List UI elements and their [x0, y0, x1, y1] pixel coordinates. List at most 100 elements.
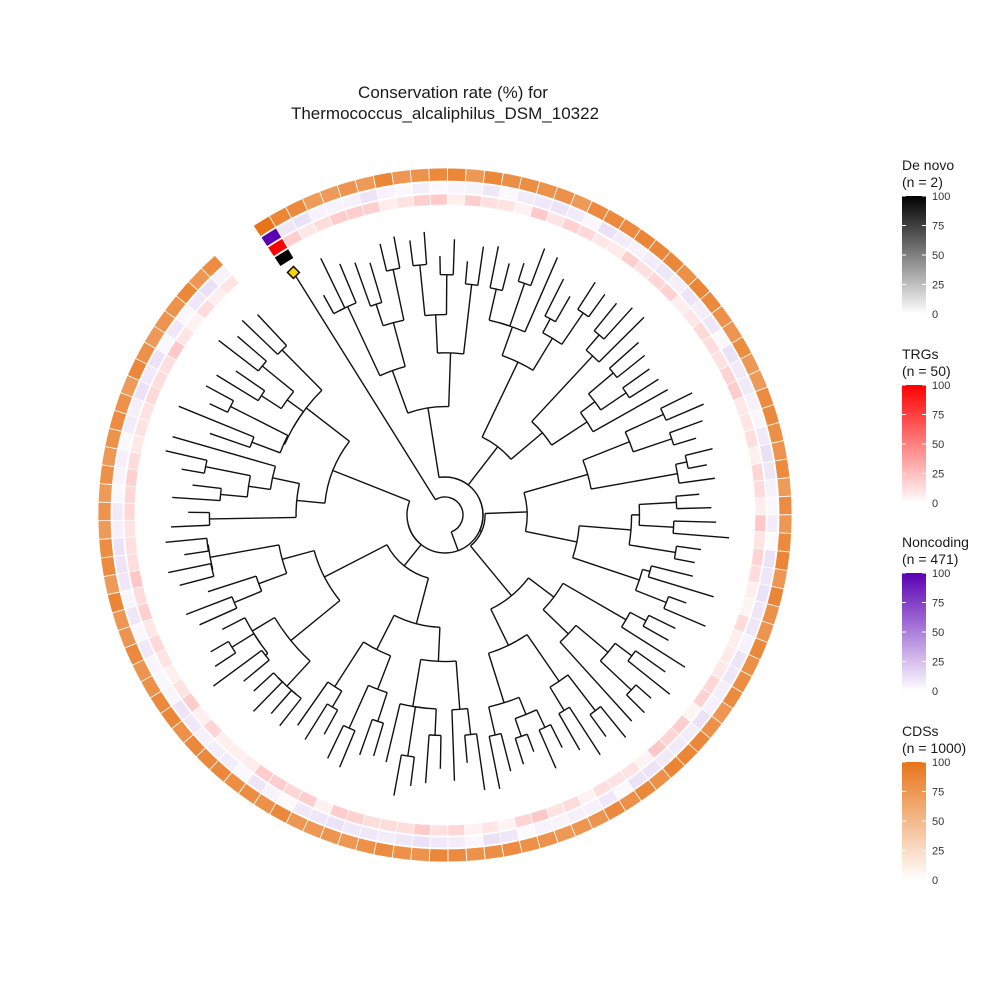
tree-branch — [559, 641, 633, 722]
heatmap-cell-noncoding — [411, 834, 431, 849]
tree-branch — [464, 261, 469, 284]
tree-branch — [172, 496, 221, 502]
tree-branch — [322, 294, 335, 314]
tree-branch — [209, 544, 280, 558]
heatmap-cell-de_novo — [446, 205, 465, 218]
heatmap-cell-de_novo — [447, 811, 465, 825]
tree-branch — [592, 389, 669, 433]
tree-branch — [642, 568, 651, 573]
heatmap-cell-trgs — [752, 479, 766, 499]
tree-branch — [551, 421, 588, 446]
tree-branch — [635, 589, 667, 604]
tree-branch — [261, 365, 295, 393]
heatmap-cell-cds — [774, 458, 791, 480]
tree-branch — [467, 446, 499, 486]
tree-branch — [168, 563, 211, 574]
tree-branch — [629, 544, 676, 554]
tree-branch — [423, 231, 428, 265]
tree-branch — [376, 614, 395, 650]
heatmap-cell-de_novo — [479, 808, 498, 823]
heatmap-cell-noncoding — [376, 829, 397, 845]
tree-branch — [532, 337, 554, 371]
heatmap-cell-de_novo — [738, 546, 753, 566]
tree-branch — [409, 240, 414, 266]
tree-branch — [427, 407, 440, 478]
tree-branch-arc — [544, 315, 556, 323]
heatmap-cell-cds — [482, 169, 504, 187]
heatmap-cell-noncoding — [429, 181, 448, 194]
tree-branch — [542, 609, 569, 635]
tree-branch — [212, 649, 263, 687]
tree-branch-arc — [490, 577, 530, 610]
heatmap-cell-cds — [774, 550, 791, 572]
tree-branch — [290, 600, 341, 642]
tree-branch-arc — [542, 582, 564, 611]
heatmap-cell-cds — [391, 844, 413, 861]
tree-branch — [415, 577, 430, 624]
tree-branch — [509, 283, 526, 327]
tree-branch — [379, 243, 388, 272]
heatmap-cell-trgs — [747, 445, 763, 466]
tree-branch — [599, 660, 632, 691]
tree-branch — [403, 544, 422, 567]
heatmap-cell-trgs — [123, 519, 137, 539]
tree-branch — [673, 437, 697, 446]
heatmap-cell-noncoding — [111, 484, 125, 504]
tree-branch — [567, 674, 596, 712]
tree-branch — [377, 692, 388, 722]
tree-branch — [530, 248, 546, 286]
tree-branch — [286, 660, 311, 687]
tree-branch — [391, 370, 409, 414]
tree-branch — [253, 672, 275, 692]
tree-branch — [501, 326, 514, 356]
tree-branch-arc — [438, 476, 469, 486]
heatmap-cell-de_novo — [135, 519, 149, 538]
tree-branch — [549, 686, 565, 711]
chart-title-line-1: Conservation rate (%) for — [358, 83, 548, 102]
tree-branch-arc — [451, 707, 468, 711]
tree-branch — [205, 466, 251, 477]
tree-branch — [257, 314, 288, 347]
tree-branch — [221, 617, 246, 631]
tree-branch — [558, 713, 581, 751]
heatmap-cell-cds — [770, 440, 788, 462]
heatmap-cell-noncoding — [411, 181, 431, 196]
tree-branch — [220, 493, 248, 498]
heatmap-cell-cds — [770, 568, 788, 590]
tree-branch — [510, 432, 543, 460]
tree-branch — [585, 334, 600, 351]
tree-branch — [660, 392, 693, 410]
legend-tick-label: 50 — [932, 816, 944, 828]
tree-branch — [616, 354, 646, 379]
heatmap-cell-de_novo — [136, 535, 150, 554]
tree-branch — [214, 652, 236, 667]
heatmap-cell-cds — [500, 172, 523, 190]
heatmap-cell-cds — [200, 254, 225, 278]
heatmap-cell-noncoding — [464, 834, 485, 848]
heatmap-cell-de_novo — [735, 562, 751, 582]
tree-branch-arc — [277, 676, 297, 695]
heatmap-cell-noncoding — [375, 185, 396, 201]
tree-branch — [346, 306, 381, 377]
heatmap-cell-trgs — [429, 193, 448, 206]
heatmap-cell-cds — [428, 167, 448, 182]
tree-branch-arc — [489, 287, 503, 292]
heatmap-cell-de_novo — [430, 205, 448, 218]
tree-branch — [354, 262, 372, 307]
tree-branch — [579, 525, 632, 531]
tree-branch — [409, 756, 416, 787]
heatmap-cell-trgs — [747, 564, 763, 584]
heatmap-cell-de_novo — [413, 205, 432, 219]
heatmap-cell-noncoding — [447, 835, 467, 849]
heatmap-cell-de_novo — [478, 207, 498, 222]
tree-branch — [514, 738, 525, 765]
tree-branch — [500, 733, 512, 772]
tree-branch — [523, 473, 588, 494]
heatmap-cell-cds — [97, 501, 112, 522]
heatmap-cell-de_novo — [135, 486, 149, 505]
tree-branch — [466, 708, 472, 735]
heatmap-cell-cds — [97, 482, 113, 503]
tree-branch — [455, 661, 461, 710]
tree-branch — [270, 689, 293, 715]
